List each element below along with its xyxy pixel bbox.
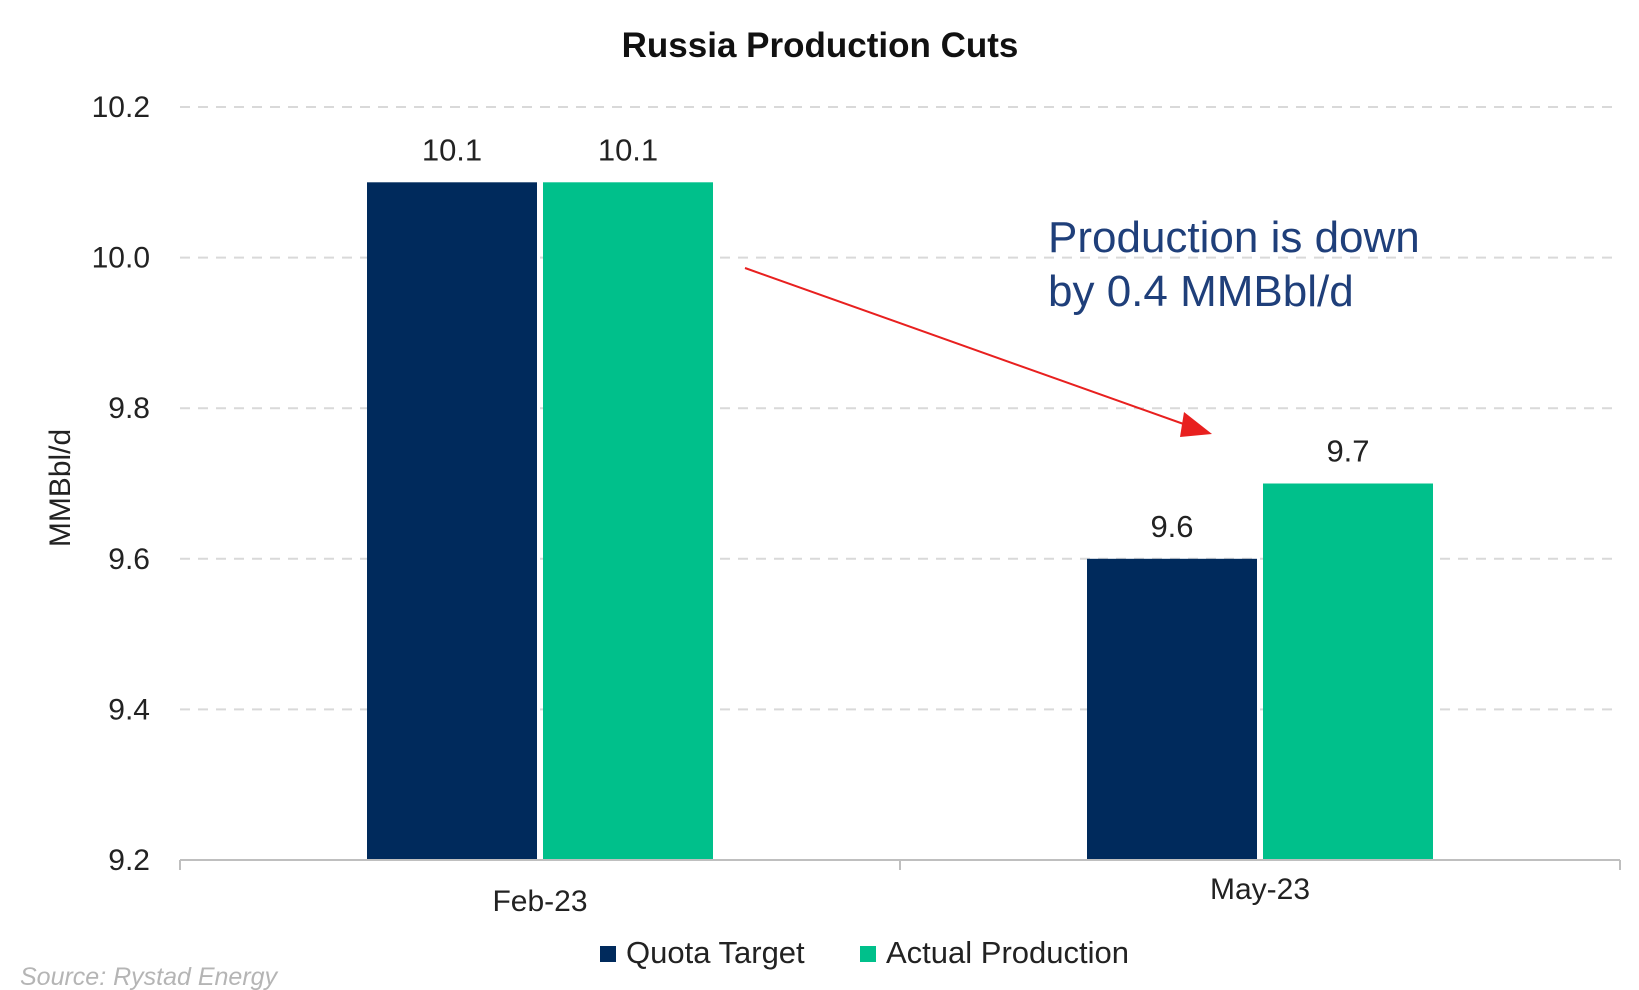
bar: [1263, 483, 1433, 860]
data-label: 9.6: [1150, 509, 1193, 544]
bar: [543, 182, 713, 861]
y-tick-label: 9.8: [108, 392, 150, 425]
legend-label: Quota Target: [626, 935, 805, 970]
annotation: Production is down by 0.4 MMBbl/d: [744, 213, 1432, 437]
y-tick-label: 10.0: [92, 242, 150, 275]
data-label: 10.1: [598, 132, 658, 167]
x-axis: Feb-23 May-23: [179, 859, 1621, 918]
bars: [367, 182, 1433, 861]
y-tick-label: 9.4: [108, 693, 150, 726]
y-axis-label: MMBbl/d: [44, 429, 77, 547]
legend: Quota Target Actual Production: [600, 935, 1129, 970]
data-label: 9.7: [1326, 434, 1369, 469]
source-note: Source: Rystad Energy: [20, 963, 279, 990]
y-axis-ticks: 9.2 9.4 9.6 9.8 10.0 10.2: [92, 91, 150, 877]
annotation-arrow-head: [1180, 412, 1212, 437]
y-tick-label: 9.6: [108, 543, 150, 576]
annotation-line-2: by 0.4 MMBbl/d: [1048, 267, 1354, 316]
data-labels: 10.1 10.1 9.6 9.7: [422, 132, 1370, 544]
legend-swatch: [600, 946, 616, 962]
annotation-arrow-line: [744, 267, 1193, 428]
legend-label: Actual Production: [886, 935, 1129, 970]
annotation-text: Production is down by 0.4 MMBbl/d: [1048, 213, 1432, 316]
y-tick-label: 10.2: [92, 91, 150, 124]
x-tick-label: Feb-23: [492, 885, 587, 918]
x-tick-label: May-23: [1210, 873, 1310, 906]
bar: [1087, 558, 1257, 860]
legend-swatch: [860, 946, 876, 962]
annotation-line-1: Production is down: [1048, 213, 1420, 262]
y-tick-label: 9.2: [108, 844, 150, 877]
bar: [367, 182, 537, 861]
chart-title: Russia Production Cuts: [622, 26, 1019, 65]
data-label: 10.1: [422, 132, 482, 167]
